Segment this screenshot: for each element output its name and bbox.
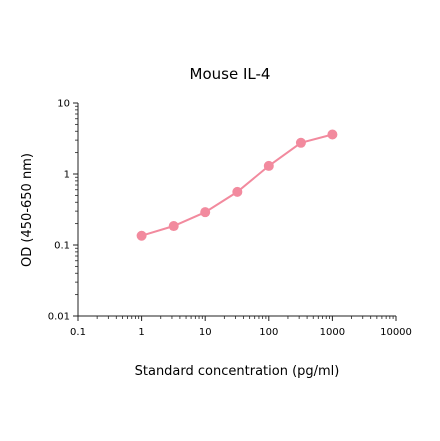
- x-tick-label: 0.1: [70, 327, 86, 338]
- x-tick-label: 1: [138, 327, 144, 338]
- y-tick-label: 0.1: [54, 241, 70, 252]
- data-point: [168, 221, 179, 232]
- data-point: [232, 186, 243, 197]
- y-tick-label: 0.01: [48, 312, 70, 323]
- y-tick-label: 10: [57, 99, 70, 110]
- x-tick-label: 10000: [380, 327, 412, 338]
- plot-area: [136, 129, 338, 241]
- x-tick-label: 10: [199, 327, 212, 338]
- x-tick-label: 1000: [320, 327, 345, 338]
- chart-title: Mouse IL-4: [190, 65, 271, 83]
- x-tick-label: 100: [259, 327, 278, 338]
- y-tick-label: 1: [64, 170, 70, 181]
- data-point: [136, 230, 147, 241]
- y-axis-label: OD (450-650 nm): [20, 153, 35, 267]
- data-point: [200, 207, 211, 218]
- data-point: [295, 137, 306, 148]
- series-line: [141, 133, 333, 237]
- data-point: [327, 129, 338, 140]
- x-axis-label: Standard concentration (pg/ml): [135, 364, 340, 379]
- data-point: [263, 160, 274, 171]
